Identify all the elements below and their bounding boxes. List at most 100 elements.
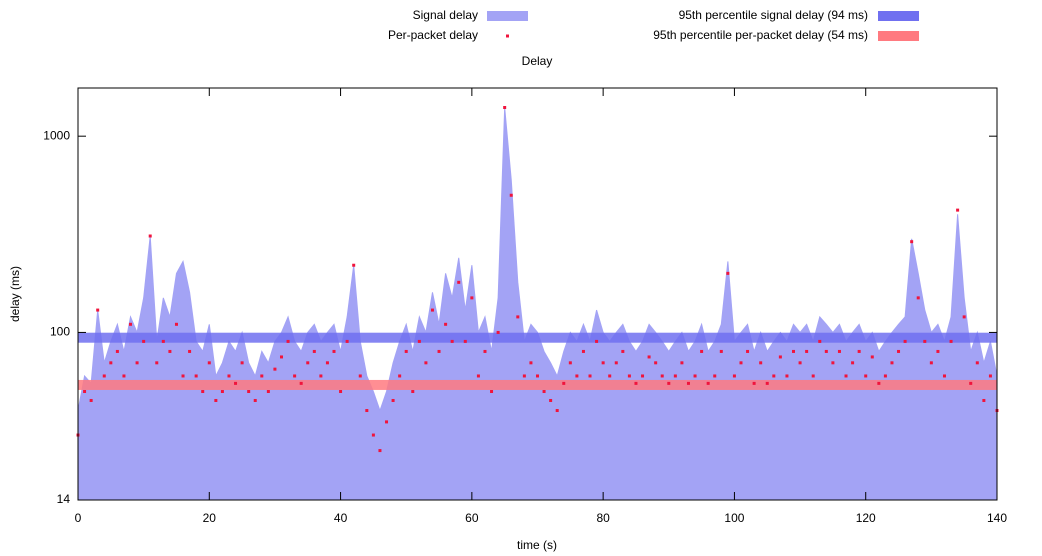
- packet-dot: [378, 449, 382, 453]
- packet-dot: [89, 398, 93, 402]
- y-axis-label: delay (ms): [8, 266, 22, 322]
- packet-dot: [385, 420, 389, 424]
- packet-dot: [864, 374, 868, 378]
- packet-dot: [496, 330, 500, 334]
- packet-dot: [805, 349, 809, 353]
- x-tick-label: 100: [724, 511, 744, 525]
- packet-dot: [647, 355, 651, 359]
- y-tick-label: 1000: [43, 128, 70, 142]
- packet-dot: [411, 390, 415, 394]
- packet-dot: [844, 374, 848, 378]
- percentile-band: [78, 379, 997, 390]
- packet-dot: [726, 271, 730, 275]
- packet-dot: [142, 339, 146, 343]
- packet-dot: [929, 361, 933, 365]
- packet-dot: [476, 374, 480, 378]
- packet-dot: [568, 361, 572, 365]
- x-tick-label: 140: [987, 511, 1007, 525]
- packet-dot: [122, 374, 126, 378]
- packet-dot: [877, 381, 881, 385]
- packet-dot: [575, 374, 579, 378]
- packet-dot: [148, 234, 152, 238]
- packet-dot: [345, 339, 349, 343]
- packet-dot: [325, 361, 329, 365]
- packet-dot: [719, 349, 723, 353]
- packet-dot: [352, 263, 356, 267]
- packet-dot: [988, 374, 992, 378]
- packet-dot: [536, 374, 539, 378]
- packet-dot: [785, 374, 789, 378]
- legend-swatch: [487, 11, 528, 21]
- packet-dot: [279, 355, 283, 359]
- packet-dot: [890, 361, 894, 365]
- packet-dot: [949, 339, 953, 343]
- packet-dot: [857, 349, 861, 353]
- packet-dot: [371, 433, 375, 437]
- packet-dot: [897, 349, 901, 353]
- packet-dot: [96, 308, 100, 312]
- packet-dot: [358, 374, 362, 378]
- packet-dot: [339, 390, 343, 394]
- packet-dot: [312, 349, 316, 353]
- packet-dot: [194, 374, 198, 378]
- packet-dot: [746, 349, 750, 353]
- legend-label: Per-packet delay: [388, 28, 478, 42]
- packet-dot: [673, 374, 677, 378]
- packet-dot: [522, 374, 526, 378]
- packet-dot: [457, 280, 461, 284]
- packet-dot: [942, 374, 946, 378]
- packet-dot: [851, 361, 855, 365]
- packet-dot: [792, 349, 796, 353]
- packet-dot: [201, 390, 205, 394]
- packet-dot: [883, 374, 887, 378]
- packet-dot: [772, 374, 776, 378]
- packet-dot: [542, 390, 546, 394]
- packet-dot: [608, 374, 612, 378]
- packet-dot: [595, 339, 599, 343]
- packet-dot: [975, 361, 979, 365]
- y-tick-label: 14: [57, 492, 71, 506]
- packet-dot: [601, 361, 605, 365]
- x-tick-label: 120: [856, 511, 876, 525]
- packet-dot: [923, 339, 927, 343]
- packet-dot: [667, 381, 671, 385]
- packet-dot: [732, 374, 736, 378]
- packet-dot: [706, 381, 710, 385]
- chart-title: Delay: [522, 54, 553, 68]
- packet-dot: [634, 381, 638, 385]
- signal-area: [77, 107, 998, 501]
- packet-dot: [562, 381, 566, 385]
- legend-swatch: [506, 34, 509, 38]
- packet-dot: [293, 374, 297, 378]
- packet-dot: [299, 381, 303, 385]
- packet-dot: [627, 374, 631, 378]
- packet-dot: [115, 349, 119, 353]
- packet-dot: [398, 374, 402, 378]
- plot-frame: [77, 87, 998, 501]
- packet-dot: [161, 339, 165, 343]
- packet-dot: [391, 398, 395, 402]
- packet-dot: [903, 339, 907, 343]
- packet-dot: [273, 367, 277, 371]
- packet-dot: [450, 339, 454, 343]
- packet-dot: [332, 349, 336, 353]
- packet-dot: [181, 374, 185, 378]
- packet-dot: [109, 361, 113, 365]
- packet-dot: [739, 361, 743, 365]
- packet-dot: [765, 381, 769, 385]
- packet-dot: [155, 361, 159, 365]
- packet-dot: [266, 390, 270, 394]
- packet-dot: [444, 322, 448, 326]
- packet-dot: [463, 339, 467, 343]
- packet-dot: [417, 339, 421, 343]
- packet-dot: [240, 361, 244, 365]
- legend-label: 95th percentile signal delay (94 ms): [679, 8, 868, 22]
- x-tick-label: 60: [465, 511, 479, 525]
- packet-dot: [614, 361, 618, 365]
- packet-dot: [503, 106, 507, 110]
- packet-dot: [686, 381, 690, 385]
- y-tick-label: 100: [50, 325, 70, 339]
- packet-dot: [759, 361, 763, 365]
- packet-dot: [168, 349, 172, 353]
- packet-dot: [555, 409, 559, 413]
